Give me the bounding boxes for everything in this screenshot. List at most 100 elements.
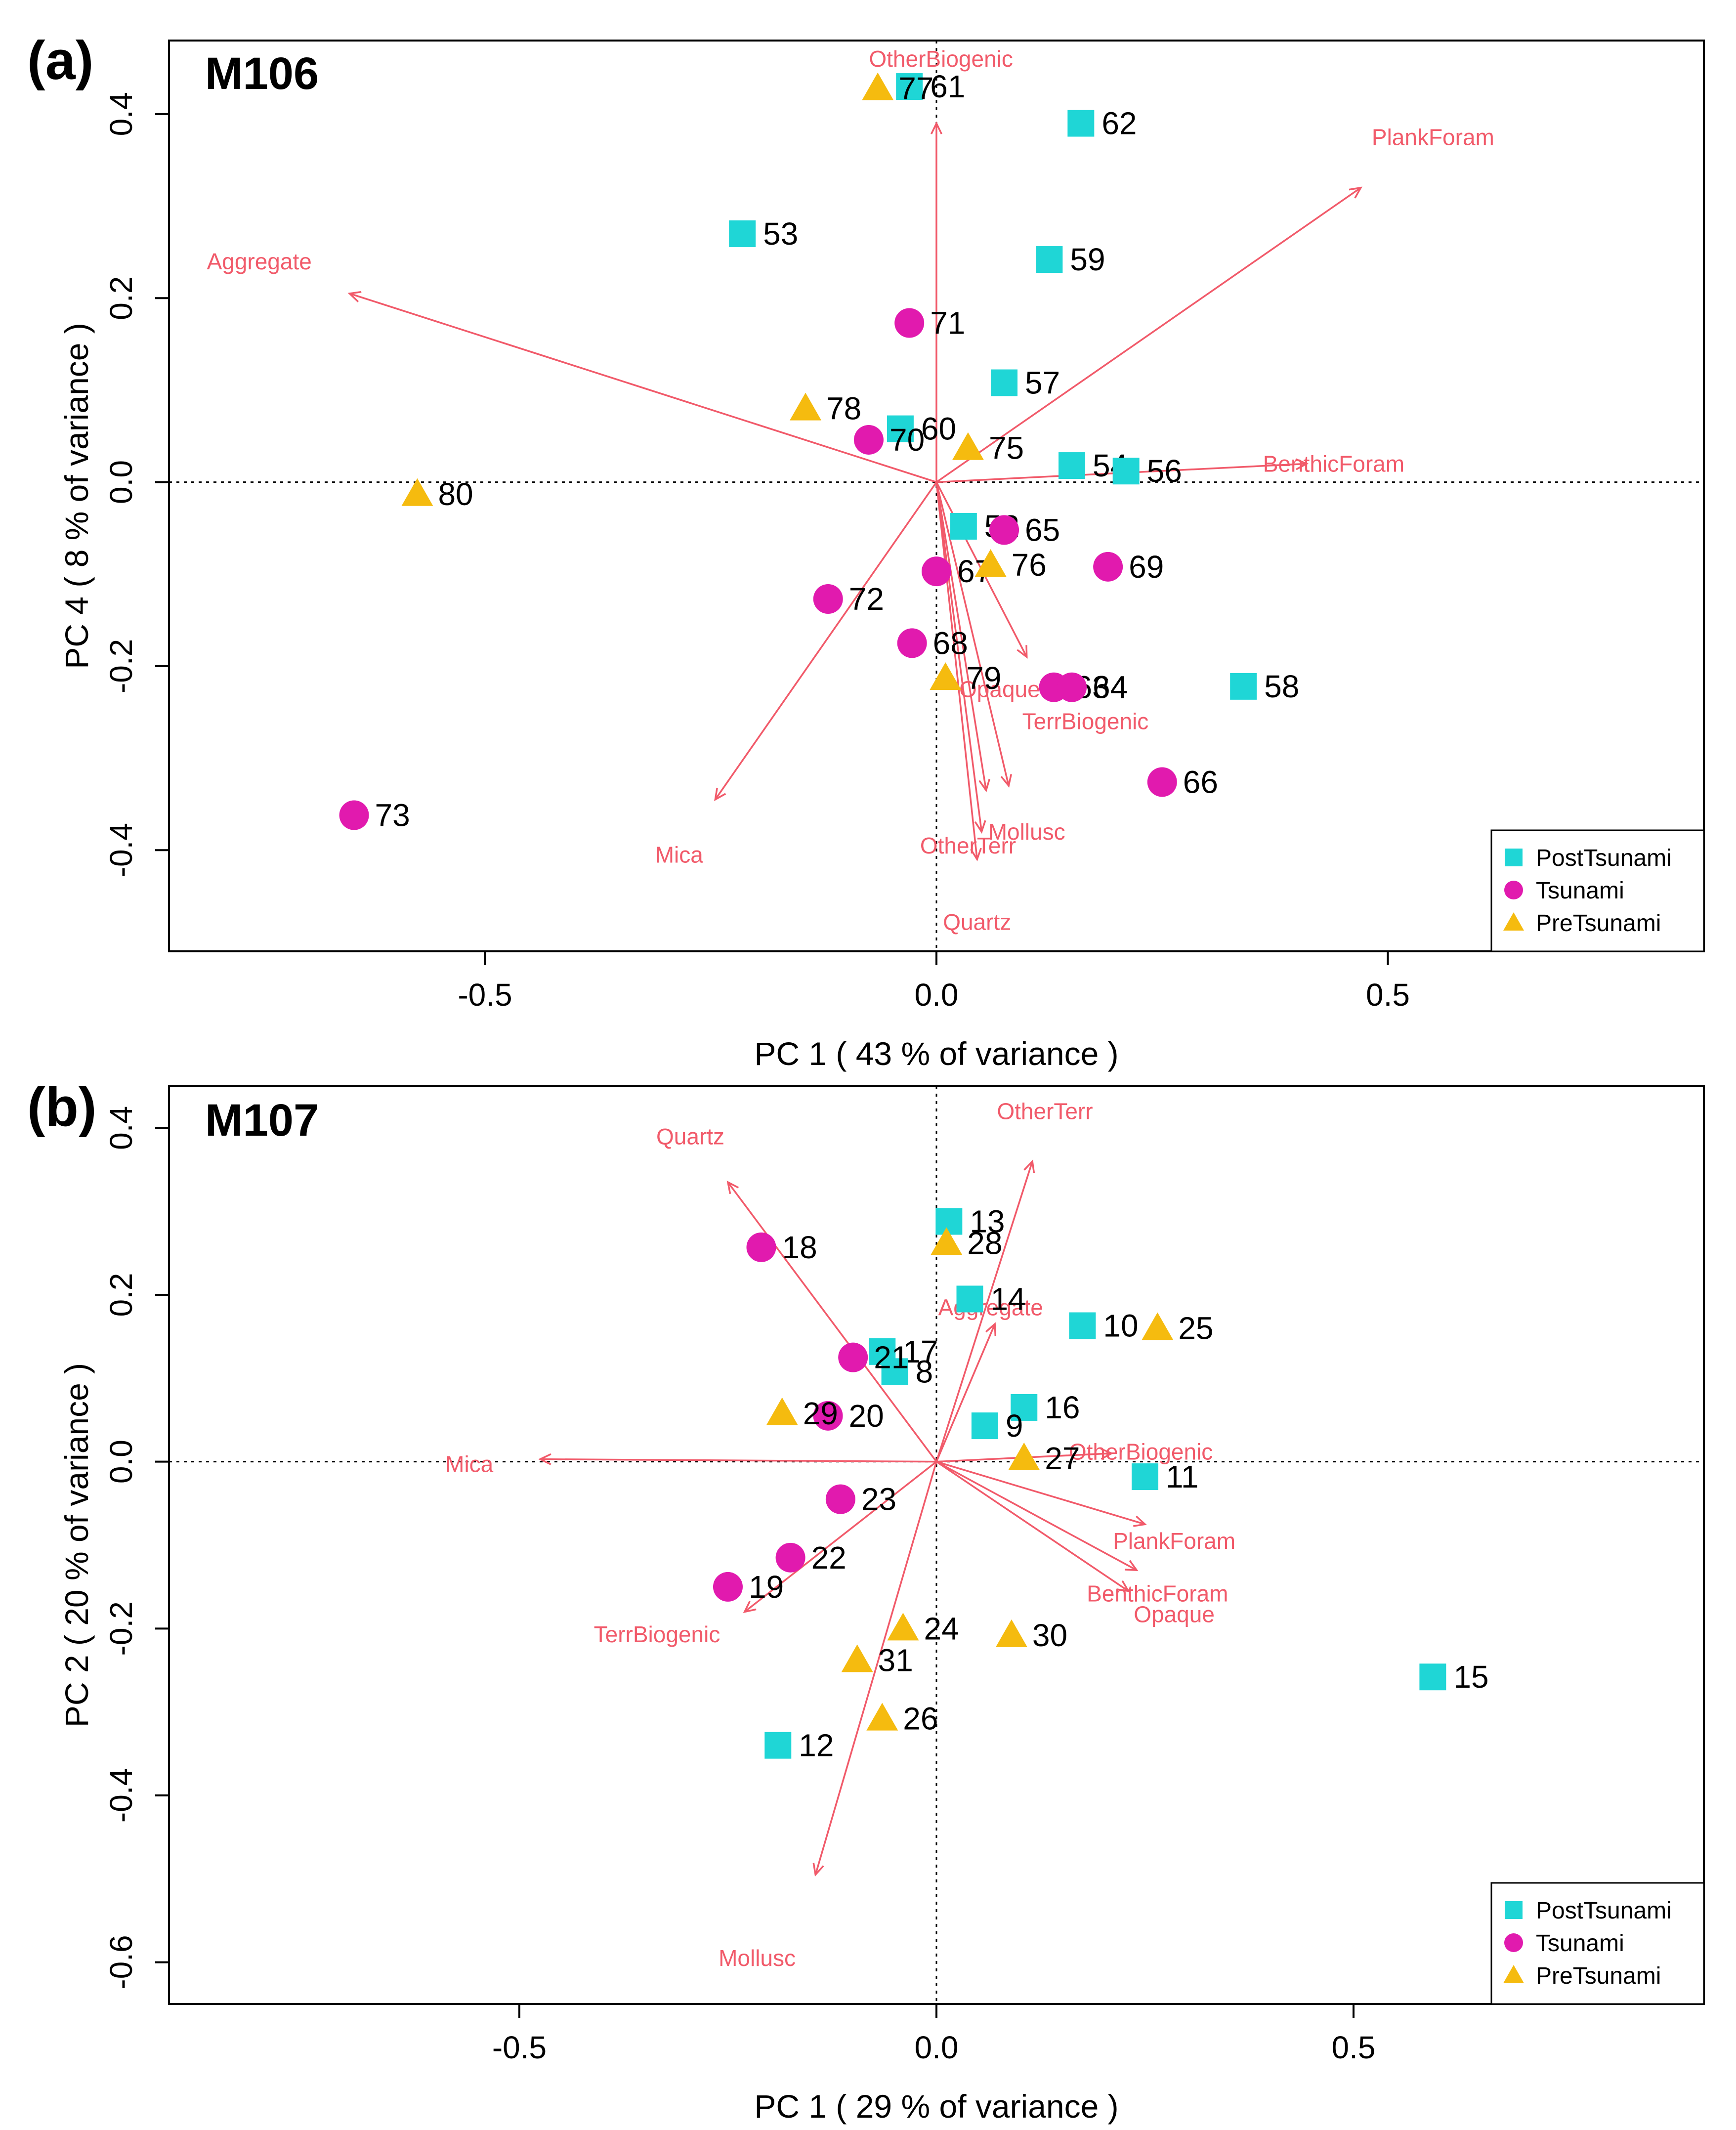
point-tsunami-73 xyxy=(339,800,369,830)
point-label-70: 70 xyxy=(889,422,925,458)
loading-arrowhead xyxy=(1016,645,1028,659)
legend-marker-posttsunami xyxy=(1505,849,1523,866)
point-label-21: 21 xyxy=(874,1340,909,1375)
loading-arrowhead xyxy=(1023,1159,1035,1173)
point-pretsunami-27 xyxy=(1008,1442,1040,1470)
point-label-19: 19 xyxy=(749,1569,784,1605)
point-pretsunami-29 xyxy=(766,1397,798,1425)
loading-arrow-mollusc xyxy=(935,482,987,791)
x-tick-label: 0.5 xyxy=(1366,977,1410,1013)
point-label-10: 10 xyxy=(1103,1308,1138,1344)
x-tick-label: 0.0 xyxy=(915,2030,959,2065)
point-label-79: 79 xyxy=(966,660,1001,696)
point-label-78: 78 xyxy=(826,391,861,426)
point-label-27: 27 xyxy=(1045,1441,1080,1476)
loading-arrowhead xyxy=(743,1601,757,1614)
point-posttsunami-61 xyxy=(896,73,923,100)
point-pretsunami-31 xyxy=(841,1644,873,1672)
point-label-64: 64 xyxy=(1093,670,1128,705)
loading-label-quartz: Quartz xyxy=(656,1123,724,1149)
point-pretsunami-24 xyxy=(887,1613,919,1641)
loading-label-otherterr: OtherTerr xyxy=(997,1099,1093,1124)
legend-box xyxy=(1490,1882,1705,2005)
point-posttsunami-12 xyxy=(764,1732,792,1759)
loading-label-mica: Mica xyxy=(445,1451,494,1477)
loading-arrow-terrbiogenic xyxy=(935,482,1010,786)
loading-label-mica: Mica xyxy=(655,842,704,868)
loading-arrow-benthicforam xyxy=(936,1461,1137,1571)
loading-arrow-plankforam xyxy=(936,187,1361,483)
point-posttsunami-15 xyxy=(1419,1663,1446,1691)
point-posttsunami-58 xyxy=(1230,673,1257,700)
point-posttsunami-16 xyxy=(1011,1394,1038,1421)
loading-arrowhead xyxy=(985,1322,997,1336)
point-posttsunami-9 xyxy=(971,1412,998,1440)
x-tick-label: -0.5 xyxy=(458,977,512,1013)
point-pretsunami-77 xyxy=(862,72,894,100)
point-label-12: 12 xyxy=(799,1728,834,1763)
point-posttsunami-57 xyxy=(991,369,1018,396)
loading-arrow-aggregate xyxy=(349,293,937,483)
point-label-14: 14 xyxy=(991,1281,1026,1317)
point-tsunami-64 xyxy=(1057,672,1087,702)
point-label-24: 24 xyxy=(924,1611,959,1646)
point-label-28: 28 xyxy=(967,1225,1002,1261)
point-label-57: 57 xyxy=(1025,365,1060,401)
y-tick-label: 0.0 xyxy=(103,1440,139,1484)
point-label-53: 53 xyxy=(763,216,798,252)
panel-label: (a) xyxy=(27,30,93,91)
loading-arrow-otherterr xyxy=(935,482,983,832)
loading-arrowhead xyxy=(974,820,986,834)
point-pretsunami-28 xyxy=(931,1227,963,1255)
y-tick-label: 0.2 xyxy=(103,276,139,320)
legend-label-posttsunami: PostTsunami xyxy=(1536,1898,1672,1924)
point-label-9: 9 xyxy=(1006,1408,1023,1444)
point-label-69: 69 xyxy=(1129,549,1164,585)
point-label-68: 68 xyxy=(933,625,968,661)
point-label-80: 80 xyxy=(438,476,473,512)
point-label-60: 60 xyxy=(921,411,956,447)
legend-box xyxy=(1490,829,1705,952)
point-tsunami-70 xyxy=(853,425,884,455)
point-label-75: 75 xyxy=(989,430,1024,466)
loading-label-opaque: Opaque xyxy=(959,676,1040,702)
point-posttsunami-11 xyxy=(1132,1463,1159,1491)
point-label-26: 26 xyxy=(903,1701,938,1737)
y-tick-label: -0.2 xyxy=(103,639,139,693)
point-tsunami-23 xyxy=(825,1484,855,1514)
point-tsunami-65 xyxy=(989,515,1019,545)
point-pretsunami-76 xyxy=(974,549,1007,577)
point-posttsunami-54 xyxy=(1059,452,1086,479)
point-label-61: 61 xyxy=(930,69,965,104)
loading-arrow-mica xyxy=(540,1458,937,1463)
point-tsunami-71 xyxy=(894,308,925,338)
loading-label-mollusc: Mollusc xyxy=(719,1945,796,1971)
point-label-56: 56 xyxy=(1147,453,1182,489)
point-label-20: 20 xyxy=(849,1398,884,1434)
point-posttsunami-14 xyxy=(956,1285,983,1313)
loading-label-benthicforam: BenthicForam xyxy=(1087,1580,1228,1606)
point-tsunami-69 xyxy=(1093,552,1123,582)
point-label-59: 59 xyxy=(1070,242,1105,277)
loading-arrow-quartz xyxy=(727,1182,937,1462)
loading-arrowhead xyxy=(1116,1580,1130,1592)
point-posttsunami-52 xyxy=(950,512,977,540)
point-label-72: 72 xyxy=(849,581,884,617)
legend-label-pretsunami: PreTsunami xyxy=(1536,1963,1661,1989)
point-tsunami-67 xyxy=(922,556,951,587)
loading-label-benthicforam: BenthicForam xyxy=(1263,451,1404,476)
x-tick-label: 0.0 xyxy=(915,977,959,1013)
loading-label-terrbiogenic: TerrBiogenic xyxy=(594,1621,720,1647)
loading-arrow-quartz xyxy=(935,482,978,860)
legend-label-pretsunami: PreTsunami xyxy=(1536,910,1661,937)
point-label-31: 31 xyxy=(878,1642,913,1678)
x-axis-title: PC 1 ( 43 % of variance ) xyxy=(754,1035,1118,1072)
loading-arrowhead xyxy=(1295,458,1309,470)
loading-label-otherbiogenic: OtherBiogenic xyxy=(869,46,1013,72)
loading-arrowhead xyxy=(726,1180,739,1194)
loading-arrow-plankforam xyxy=(936,1461,1145,1525)
point-label-58: 58 xyxy=(1264,669,1299,704)
point-pretsunami-26 xyxy=(866,1703,898,1731)
loading-label-otherterr: OtherTerr xyxy=(920,833,1016,858)
